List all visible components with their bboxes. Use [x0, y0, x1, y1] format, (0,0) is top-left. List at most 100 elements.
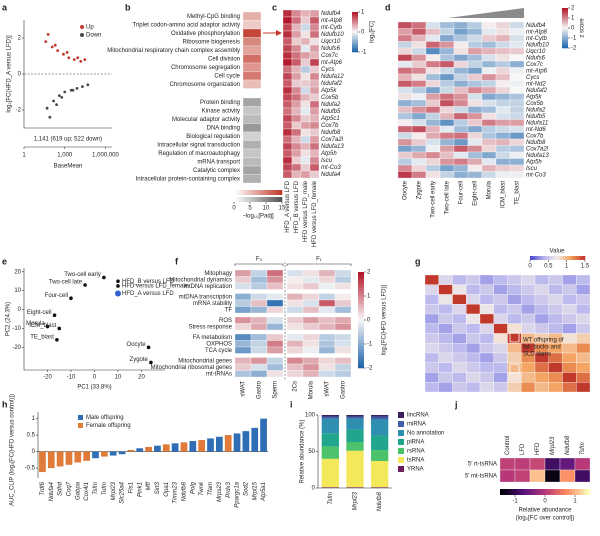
heatmap-cell [467, 112, 483, 120]
heatmap-cell [300, 16, 311, 25]
heatmap-cell [467, 47, 483, 55]
heatmap-cell [424, 294, 439, 305]
colorbar-step [352, 28, 358, 30]
heatmap-cell [266, 316, 284, 324]
colorbar-tick-label: 0 [528, 264, 532, 270]
heatmap-cell [453, 164, 469, 172]
colorbar-step [352, 37, 358, 39]
heatmap-cell [302, 363, 320, 371]
colorbar-step [562, 34, 568, 37]
heatmap-cell [467, 41, 483, 49]
colorbar-step [269, 190, 272, 195]
y-tick-label: 10 [14, 288, 21, 294]
heatmap-cell [495, 21, 511, 29]
column-label: Eight-cell [473, 181, 479, 206]
colorbar-step [278, 197, 281, 202]
colorbar-label: z score [580, 18, 586, 38]
gene-label: Cox7b [321, 123, 339, 129]
heatmap-cell [282, 156, 293, 165]
heatmap-cell [411, 67, 427, 75]
colorbar-step [358, 336, 364, 340]
heatmap-cell [499, 469, 516, 483]
colorbar-tick-label: 1 [573, 499, 577, 505]
heatmap-cell [282, 93, 293, 102]
heatmap-cell [576, 294, 591, 305]
heatmap-cell [266, 299, 284, 307]
heatmap-cell [300, 23, 311, 32]
heatmap-cell [509, 112, 525, 120]
heatmap-cell [467, 171, 483, 179]
x-axis-label: PC1 (33.8%) [77, 385, 111, 391]
heatmap-cell [266, 293, 284, 301]
heatmap-cell [574, 469, 591, 483]
colorbar-step [575, 489, 579, 495]
heatmap-cell [438, 284, 453, 295]
heatmap-cell [479, 372, 494, 383]
heatmap-cell [286, 316, 304, 324]
point [116, 284, 120, 288]
point [102, 275, 106, 280]
colorbar-step [352, 33, 358, 35]
heatmap-cell [495, 138, 511, 146]
legend-swatch [398, 421, 404, 427]
bar-segment [321, 418, 339, 434]
heatmap-cell [334, 346, 352, 354]
y-axis-label: PC2 (24.3%) [6, 302, 12, 336]
heatmap-cell [453, 47, 469, 55]
heatmap-cell [318, 346, 336, 354]
colorbar-step [264, 190, 267, 195]
x-tick-label: Timm23 [173, 481, 179, 503]
heatmap-cell [397, 67, 413, 75]
heatmap-cell [562, 372, 577, 383]
heatmap-cell [493, 382, 508, 393]
heatmap-cell [562, 323, 577, 334]
heatmap-cell [509, 151, 525, 159]
colorbar-step [562, 46, 568, 49]
heatmap-cell [250, 306, 268, 314]
heatmap-cell [309, 58, 320, 67]
heatmap-cell [467, 132, 483, 140]
colorbar-step [583, 256, 586, 260]
heatmap-cell [266, 282, 284, 290]
heatmap-cell [300, 93, 311, 102]
heatmap-cell [439, 158, 455, 166]
colorbar-label: log₂[FC] [370, 21, 376, 43]
legend-label: rsRNA [407, 449, 425, 455]
box [509, 363, 520, 374]
colorbar-step [277, 190, 280, 195]
heatmap-cell [548, 304, 563, 315]
heatmap-cell [425, 67, 441, 75]
heatmap-cell [334, 282, 352, 290]
colorbar-step [579, 256, 582, 260]
colorbar-step [358, 313, 364, 318]
heatmap-cell [576, 323, 591, 334]
heatmap-cell [309, 156, 320, 165]
heatmap-cell [282, 135, 293, 144]
heatmap-cell [439, 67, 455, 75]
heatmap-cell [453, 54, 469, 62]
heatmap-cell [576, 362, 591, 373]
point [83, 58, 87, 61]
gene-label: Ndufs6 [526, 55, 546, 61]
heatmap-cell [509, 21, 525, 29]
heatmap-cell [318, 357, 336, 365]
row-label: 5′ mt-tsRNA [465, 474, 497, 480]
heatmap-cell [466, 372, 481, 383]
column-label: Gastro [257, 380, 263, 399]
colorbar-step [262, 197, 265, 202]
y-tick-label: 0 [18, 307, 22, 313]
legend-swatch [78, 423, 83, 428]
heatmap-cell [242, 79, 262, 89]
heatmap-cell [309, 16, 320, 25]
heatmap-cell [300, 9, 311, 18]
bracket [286, 263, 352, 266]
heatmap-cell [534, 304, 549, 315]
heatmap-cell [286, 323, 304, 331]
colorbar-step [358, 316, 364, 321]
term-label: Kinase activity [202, 108, 240, 114]
panel-label: c [272, 2, 277, 12]
heatmap-cell [481, 158, 497, 166]
heatmap-cell [495, 73, 511, 81]
heatmap-cell [397, 54, 413, 62]
point [62, 52, 65, 56]
